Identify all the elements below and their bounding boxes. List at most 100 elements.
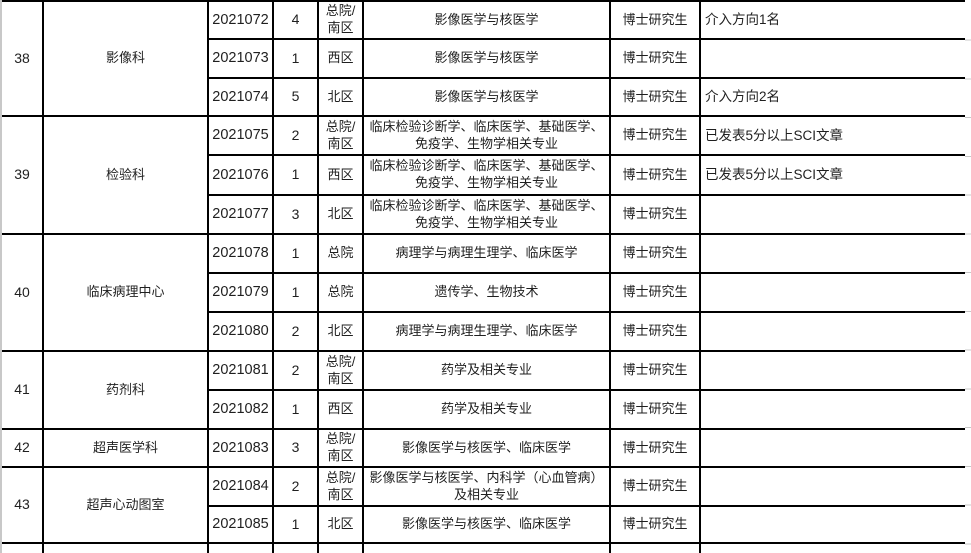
note-cell [699,389,965,430]
table-row: 42 超声医学科 2021083 3 总院/南区 影像医学与核医学、临床医学 博… [2,428,965,468]
position-code-cell: 2021076 [207,154,274,196]
position-code-cell: 2021074 [207,77,274,117]
headcount-cell: 2 [272,311,319,352]
table-row: 2021073 1 西区 影像医学与核医学 博士研究生 [2,38,965,79]
note-cell [699,272,965,313]
major-cell: 药学及相关专业 [362,389,611,430]
note-cell [699,428,965,468]
degree-cell: 博士研究生 [609,115,701,156]
position-code-cell: 2021082 [207,389,274,430]
department-cell [42,542,209,553]
table-row-partial [2,542,965,553]
degree-cell: 博士研究生 [609,194,701,235]
department-cell: 药剂科 [42,350,209,430]
degree-cell: 博士研究生 [609,350,701,391]
degree-cell: 博士研究生 [609,154,701,196]
campus-cell: 北区 [317,194,364,235]
note-cell: 已发表5分以上SCI文章 [699,115,965,156]
major-cell: 临床检验诊断学、临床医学、基础医学、免疫学、生物学相关专业 [362,154,611,196]
row-number-cell: 40 [2,233,44,352]
major-cell: 影像医学与核医学 [362,77,611,117]
note-cell [699,350,965,391]
table-row: 2021077 3 北区 临床检验诊断学、临床医学、基础医学、免疫学、生物学相关… [2,194,965,235]
degree-cell: 博士研究生 [609,466,701,507]
headcount-cell: 2 [272,115,319,156]
degree-cell: 博士研究生 [609,272,701,313]
degree-cell [609,542,701,553]
note-cell: 已发表5分以上SCI文章 [699,154,965,196]
department-cell: 超声医学科 [42,428,209,468]
position-code-cell: 2021079 [207,272,274,313]
major-cell: 临床检验诊断学、临床医学、基础医学、免疫学、生物学相关专业 [362,194,611,235]
position-code-cell: 2021072 [207,0,274,40]
campus-cell: 北区 [317,311,364,352]
major-cell: 影像医学与核医学 [362,0,611,40]
headcount-cell: 2 [272,350,319,391]
major-cell: 影像医学与核医学、内科学（心血管病）及相关专业 [362,466,611,507]
campus-cell: 西区 [317,38,364,79]
position-code-cell: 2021085 [207,505,274,544]
note-cell: 介入方向1名 [699,0,965,40]
position-code-cell: 2021078 [207,233,274,274]
note-cell [699,542,965,553]
campus-cell: 总院 [317,272,364,313]
row-number-cell: 43 [2,466,44,544]
note-cell [699,505,965,544]
position-code-cell: 2021081 [207,350,274,391]
degree-cell: 博士研究生 [609,0,701,40]
headcount-cell: 3 [272,428,319,468]
note-cell [699,233,965,274]
degree-cell: 博士研究生 [609,428,701,468]
headcount-cell: 5 [272,77,319,117]
table-row: 41 药剂科 2021081 2 总院/南区 药学及相关专业 博士研究生 [2,350,965,430]
headcount-cell: 1 [272,389,319,430]
table-row: 39 检验科 2021075 2 总院/南区 临床检验诊断学、临床医学、基础医学… [2,115,965,235]
major-cell: 病理学与病理生理学、临床医学 [362,311,611,352]
table-row: 2021082 1 西区 药学及相关专业 博士研究生 [2,389,965,430]
campus-cell: 北区 [317,505,364,544]
department-cell: 超声心动图室 [42,466,209,544]
degree-cell: 博士研究生 [609,38,701,79]
campus-cell: 总院/南区 [317,350,364,391]
campus-cell: 总院/南区 [317,428,364,468]
position-code-cell [207,542,274,553]
left-gridline [0,0,2,553]
position-code-cell: 2021080 [207,311,274,352]
degree-cell: 博士研究生 [609,389,701,430]
headcount-cell: 1 [272,505,319,544]
row-number-cell: 41 [2,350,44,430]
major-cell: 病理学与病理生理学、临床医学 [362,233,611,274]
headcount-cell: 3 [272,194,319,235]
campus-cell: 北区 [317,77,364,117]
headcount-cell [272,542,319,553]
position-code-cell: 2021075 [207,115,274,156]
table-row: 2021080 2 北区 病理学与病理生理学、临床医学 博士研究生 [2,311,965,352]
note-cell [699,38,965,79]
major-cell [362,542,611,553]
campus-cell: 西区 [317,154,364,196]
headcount-cell: 1 [272,38,319,79]
table-row: 2021079 1 总院 遗传学、生物技术 博士研究生 [2,272,965,313]
campus-cell: 总院/南区 [317,115,364,156]
position-code-cell: 2021084 [207,466,274,507]
row-number-cell [2,542,44,553]
headcount-cell: 4 [272,0,319,40]
major-cell: 遗传学、生物技术 [362,272,611,313]
note-cell [699,466,965,507]
table-row: 2021076 1 西区 临床检验诊断学、临床医学、基础医学、免疫学、生物学相关… [2,154,965,196]
major-cell: 临床检验诊断学、临床医学、基础医学、免疫学、生物学相关专业 [362,115,611,156]
row-number-cell: 38 [2,0,44,117]
row-number-cell: 39 [2,115,44,235]
degree-cell: 博士研究生 [609,77,701,117]
note-cell: 介入方向2名 [699,77,965,117]
degree-cell: 博士研究生 [609,233,701,274]
degree-cell: 博士研究生 [609,505,701,544]
major-cell: 影像医学与核医学 [362,38,611,79]
table-row: 40 临床病理中心 2021078 1 总院 病理学与病理生理学、临床医学 博士… [2,233,965,352]
campus-cell: 总院/南区 [317,466,364,507]
position-code-cell: 2021077 [207,194,274,235]
table-row: 2021085 1 北区 影像医学与核医学、临床医学 博士研究生 [2,505,965,544]
headcount-cell: 1 [272,233,319,274]
